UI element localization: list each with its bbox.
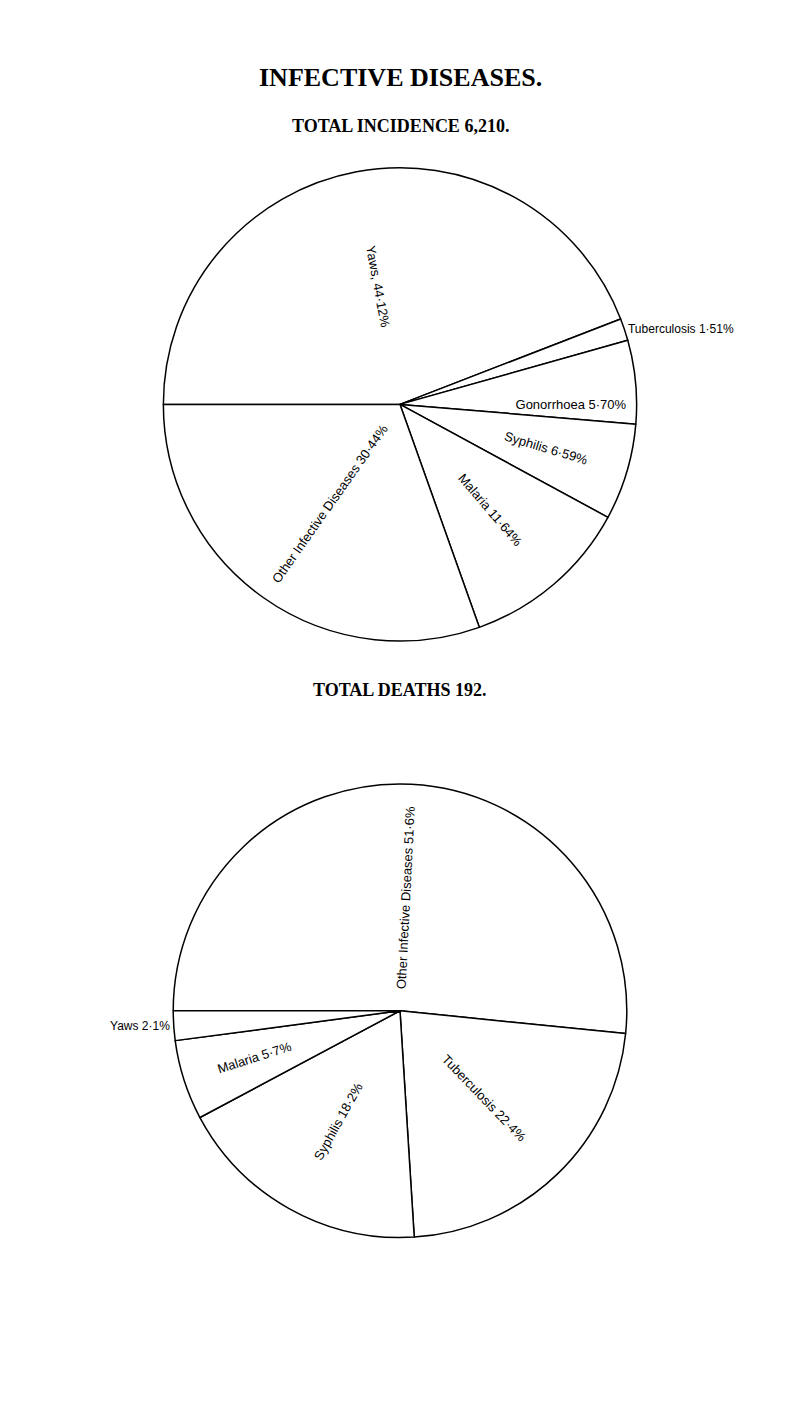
svg-text:TOTAL INCIDENCE 6,210.: TOTAL INCIDENCE 6,210. [292, 116, 509, 136]
svg-text:Malaria 5·7%: Malaria 5·7% [216, 1039, 294, 1077]
svg-text:Syphilis 18·2%: Syphilis 18·2% [311, 1080, 366, 1163]
svg-text:Gonorrhoea 5·70%: Gonorrhoea 5·70% [516, 397, 627, 412]
svg-text:Malaria 11·64%: Malaria 11·64% [455, 471, 525, 550]
svg-text:Other Infective Diseases 51·6%: Other Infective Diseases 51·6% [394, 806, 418, 990]
svg-text:Tuberculosis 22·4%: Tuberculosis 22·4% [439, 1052, 529, 1145]
svg-text:TOTAL DEATHS 192.: TOTAL DEATHS 192. [313, 680, 487, 700]
svg-text:Other Infective Diseases 30·44: Other Infective Diseases 30·44% [269, 421, 391, 585]
svg-text:Yaws, 44·12%: Yaws, 44·12% [363, 244, 393, 329]
svg-text:Tuberculosis 1·51%: Tuberculosis 1·51% [628, 322, 734, 336]
svg-text:Yaws 2·1%: Yaws 2·1% [110, 1019, 170, 1033]
svg-text:INFECTIVE DISEASES.: INFECTIVE DISEASES. [259, 63, 542, 92]
svg-text:Syphilis 6·59%: Syphilis 6·59% [503, 429, 590, 468]
